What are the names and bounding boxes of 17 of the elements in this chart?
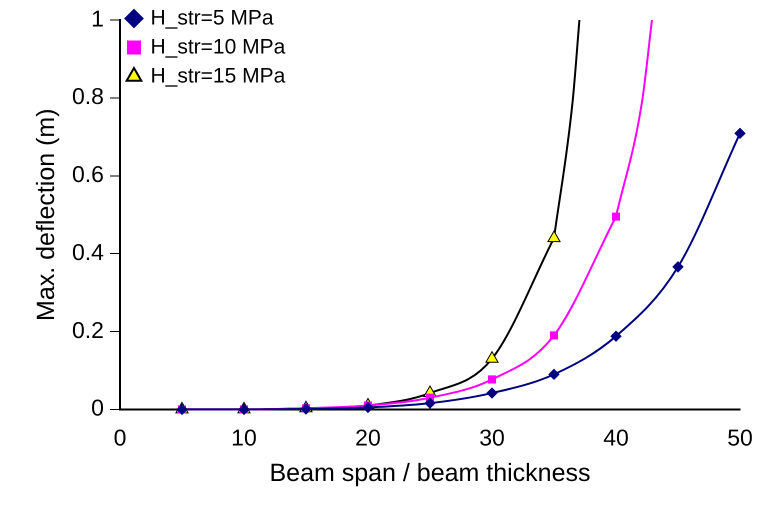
y-tick-label: 1 bbox=[91, 5, 104, 32]
legend-label: H_str=15 MPa bbox=[150, 64, 286, 88]
y-tick-label: 0.6 bbox=[72, 161, 104, 188]
x-tick-label: 40 bbox=[603, 424, 629, 451]
y-tick-label: 0.8 bbox=[72, 83, 104, 110]
y-tick-label: 0.2 bbox=[72, 316, 104, 343]
y-tick-label: 0.4 bbox=[72, 238, 104, 265]
x-tick-label: 50 bbox=[727, 424, 753, 451]
x-tick-label: 10 bbox=[231, 424, 257, 451]
x-tick-label: 0 bbox=[114, 424, 126, 451]
x-tick-label: 20 bbox=[355, 424, 381, 451]
legend-label: H_str=10 MPa bbox=[150, 35, 286, 58]
y-tick-label: 0 bbox=[91, 394, 104, 421]
x-axis-title: Beam span / beam thickness bbox=[269, 458, 590, 487]
x-tick-label: 30 bbox=[479, 424, 505, 451]
legend-label: H_str=5 MPa bbox=[150, 6, 274, 30]
y-axis-title: Max. deflection (m) bbox=[32, 108, 60, 321]
